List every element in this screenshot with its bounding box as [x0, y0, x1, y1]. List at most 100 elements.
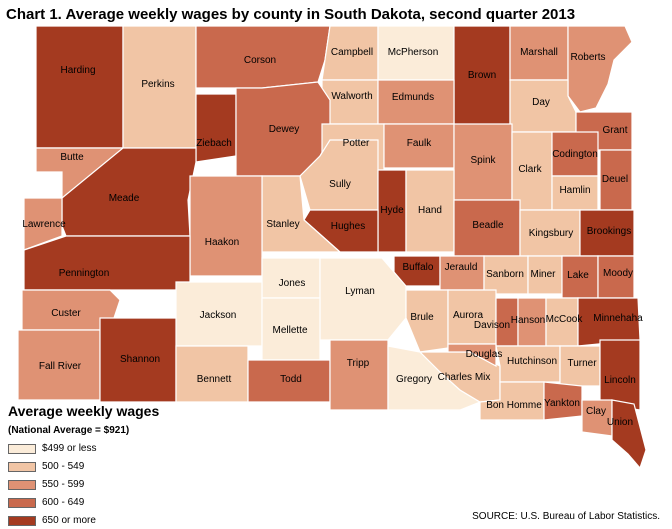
county-lincoln — [599, 339, 641, 411]
county-label: Aurora — [453, 310, 483, 321]
county-label: Douglas — [466, 349, 503, 360]
legend-item: 600 - 649 — [8, 494, 159, 511]
county-label: Brown — [468, 70, 496, 81]
county-label: Union — [607, 417, 633, 428]
county-label: Hamlin — [559, 185, 590, 196]
county-label: Walworth — [331, 91, 372, 102]
county-label: Meade — [109, 193, 140, 204]
county-label: Spink — [470, 155, 496, 166]
legend-swatch — [8, 515, 36, 526]
county-label: Hand — [418, 205, 442, 216]
legend-classes: $499 or less 500 - 549 550 - 599 600 - 649 6… — [8, 440, 159, 529]
county-label: Custer — [51, 308, 81, 319]
county-label: Grant — [602, 125, 627, 136]
legend-item: 550 - 599 — [8, 476, 159, 493]
county-label: Edmunds — [392, 92, 434, 103]
county-lawrence — [23, 197, 63, 251]
county-label: Moody — [603, 268, 633, 279]
county-label: Roberts — [570, 52, 605, 63]
county-lyman — [319, 257, 407, 341]
county-label: Stanley — [266, 219, 299, 230]
county-label: Beadle — [472, 220, 504, 231]
county-label: Hughes — [331, 221, 365, 232]
county-label: Deuel — [602, 174, 628, 185]
legend-label: 600 - 649 — [42, 497, 85, 508]
county-roberts — [567, 25, 633, 113]
county-label: Gregory — [396, 374, 432, 385]
county-label: Perkins — [141, 79, 174, 90]
county-label: Butte — [60, 152, 84, 163]
county-label: Clay — [586, 406, 606, 417]
county-brule — [405, 289, 449, 353]
legend-swatch — [8, 443, 36, 454]
county-label: Haakon — [205, 237, 239, 248]
county-label: Lawrence — [22, 219, 66, 230]
county-tripp — [329, 339, 389, 411]
county-pennington — [23, 235, 191, 291]
county-label: Pennington — [59, 268, 110, 279]
county-label: Day — [532, 97, 550, 108]
county-label: Yankton — [544, 398, 580, 409]
county-ziebach — [195, 93, 237, 163]
county-label: McCook — [546, 314, 584, 325]
county-label: Charles Mix — [438, 372, 491, 383]
county-meade — [61, 147, 197, 237]
source-note: SOURCE: U.S. Bureau of Labor Statistics. — [472, 511, 660, 522]
county-label: Fall River — [39, 361, 82, 372]
county-label: Potter — [343, 138, 370, 149]
county-harding — [35, 25, 124, 149]
county-label: Campbell — [331, 47, 373, 58]
county-label: Davison — [474, 320, 510, 331]
county-label: Turner — [567, 358, 597, 369]
legend-label: 650 or more — [42, 515, 96, 526]
county-label: Mellette — [272, 325, 307, 336]
legend-title: Average weekly wages — [8, 403, 160, 419]
legend-swatch — [8, 479, 36, 490]
legend-label: 500 - 549 — [42, 461, 85, 472]
county-label: Ziebach — [196, 138, 232, 149]
county-label: Lake — [567, 270, 589, 281]
county-label: McPherson — [388, 47, 439, 58]
county-label: Dewey — [269, 124, 300, 135]
county-douglas — [447, 343, 497, 368]
legend-swatch — [8, 461, 36, 472]
legend-item: 650 or more — [8, 512, 159, 529]
county-label: Bennett — [197, 374, 232, 385]
county-label: Lincoln — [604, 375, 636, 386]
county-label: Kingsbury — [529, 228, 573, 239]
county-label: Marshall — [520, 47, 558, 58]
county-label: Hyde — [380, 205, 404, 216]
county-label: Minnehaha — [593, 313, 643, 324]
county-label: Hanson — [511, 315, 545, 326]
county-label: Harding — [60, 65, 95, 76]
legend-label: 550 - 599 — [42, 479, 85, 490]
county-buffalo — [393, 255, 441, 287]
county-label: Shannon — [120, 354, 160, 365]
county-label: Miner — [530, 269, 556, 280]
county-label: Jackson — [200, 310, 237, 321]
county-label: Sully — [329, 179, 351, 190]
county-label: Sanborn — [486, 269, 524, 280]
county-label: Corson — [244, 55, 276, 66]
county-label: Bon Homme — [486, 400, 542, 411]
legend-note: (National Average = $921) — [8, 425, 130, 436]
legend-item: $499 or less — [8, 440, 159, 457]
legend-swatch — [8, 497, 36, 508]
county-label: Tripp — [347, 358, 370, 369]
county-label: Buffalo — [403, 262, 434, 273]
county-label: Codington — [552, 149, 598, 160]
county-label: Hutchinson — [507, 356, 557, 367]
county-label: Faulk — [407, 138, 432, 149]
legend: Average weekly wages (National Average =… — [8, 403, 159, 529]
county-haakon — [189, 175, 263, 277]
county-label: Jones — [279, 278, 306, 289]
county-label: Lyman — [345, 286, 375, 297]
county-label: Clark — [518, 164, 542, 175]
county-label: Todd — [280, 374, 302, 385]
county-custer — [21, 289, 121, 331]
county-label: Brookings — [587, 226, 631, 237]
county-label: Jerauld — [445, 262, 478, 273]
legend-label: $499 or less — [42, 443, 97, 454]
chart-title: Chart 1. Average weekly wages by county … — [6, 6, 576, 23]
legend-item: 500 - 549 — [8, 458, 159, 475]
